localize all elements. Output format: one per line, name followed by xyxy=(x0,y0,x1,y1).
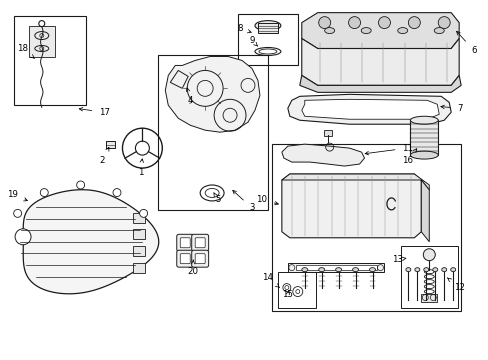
Circle shape xyxy=(348,17,360,28)
Text: 3: 3 xyxy=(232,190,254,212)
Text: 18: 18 xyxy=(17,44,34,58)
Text: 7: 7 xyxy=(440,104,462,113)
FancyBboxPatch shape xyxy=(191,234,208,251)
Ellipse shape xyxy=(254,21,280,31)
Bar xyxy=(133,263,144,273)
Ellipse shape xyxy=(405,268,410,272)
Polygon shape xyxy=(281,174,421,238)
Circle shape xyxy=(14,210,21,217)
FancyBboxPatch shape xyxy=(191,250,208,267)
FancyBboxPatch shape xyxy=(180,238,190,248)
Bar xyxy=(323,130,331,136)
Bar xyxy=(409,120,437,155)
Circle shape xyxy=(407,17,420,28)
Polygon shape xyxy=(165,57,260,132)
Text: 9: 9 xyxy=(249,36,257,46)
Polygon shape xyxy=(295,265,377,270)
Circle shape xyxy=(40,189,48,197)
FancyBboxPatch shape xyxy=(176,234,193,251)
Text: 10: 10 xyxy=(256,195,278,205)
Polygon shape xyxy=(299,75,460,92)
Bar xyxy=(238,14,297,66)
Text: 11: 11 xyxy=(365,144,412,155)
Text: 12: 12 xyxy=(447,278,464,292)
Text: 8: 8 xyxy=(237,24,251,33)
Polygon shape xyxy=(287,263,384,272)
Ellipse shape xyxy=(318,268,324,272)
FancyBboxPatch shape xyxy=(180,254,190,264)
Ellipse shape xyxy=(441,268,446,272)
Circle shape xyxy=(437,17,449,28)
Bar xyxy=(133,213,144,223)
Bar xyxy=(105,141,115,148)
Text: 17: 17 xyxy=(79,108,109,117)
Ellipse shape xyxy=(409,151,437,159)
Circle shape xyxy=(15,229,31,245)
Ellipse shape xyxy=(409,116,437,124)
Bar xyxy=(133,229,144,239)
Text: 20: 20 xyxy=(187,260,198,276)
Ellipse shape xyxy=(414,268,419,272)
Text: 5: 5 xyxy=(213,193,221,204)
Text: 13: 13 xyxy=(391,255,405,264)
Ellipse shape xyxy=(433,28,443,33)
Ellipse shape xyxy=(361,28,370,33)
Circle shape xyxy=(140,210,147,217)
Bar xyxy=(133,246,144,256)
FancyBboxPatch shape xyxy=(195,238,205,248)
Text: 4: 4 xyxy=(186,88,193,105)
Bar xyxy=(271,144,460,311)
Ellipse shape xyxy=(450,268,455,272)
Bar xyxy=(14,15,85,105)
Bar xyxy=(421,293,436,302)
Text: 6: 6 xyxy=(456,31,476,55)
Ellipse shape xyxy=(423,268,428,272)
Ellipse shape xyxy=(324,28,334,33)
Ellipse shape xyxy=(335,268,341,272)
Ellipse shape xyxy=(432,268,437,272)
Circle shape xyxy=(423,249,434,261)
Polygon shape xyxy=(281,174,428,190)
Text: 14: 14 xyxy=(262,273,279,288)
Text: 16: 16 xyxy=(401,149,416,165)
Text: 15: 15 xyxy=(282,290,293,299)
Polygon shape xyxy=(287,94,450,124)
FancyBboxPatch shape xyxy=(195,254,205,264)
Polygon shape xyxy=(301,39,458,85)
FancyBboxPatch shape xyxy=(176,250,193,267)
Polygon shape xyxy=(301,13,458,49)
Circle shape xyxy=(378,17,389,28)
Ellipse shape xyxy=(352,268,358,272)
Bar xyxy=(158,55,267,210)
Bar xyxy=(258,23,277,32)
Polygon shape xyxy=(281,144,364,166)
Ellipse shape xyxy=(301,268,307,272)
Circle shape xyxy=(318,17,330,28)
Circle shape xyxy=(113,189,121,197)
Bar xyxy=(29,26,55,58)
Circle shape xyxy=(77,181,84,189)
Ellipse shape xyxy=(397,28,407,33)
Ellipse shape xyxy=(369,268,375,272)
Polygon shape xyxy=(23,190,159,294)
Text: 19: 19 xyxy=(7,190,27,201)
Polygon shape xyxy=(301,99,438,119)
Bar xyxy=(401,246,457,307)
Bar xyxy=(277,272,315,307)
Polygon shape xyxy=(421,180,428,242)
Text: 2: 2 xyxy=(100,147,109,165)
Text: 1: 1 xyxy=(137,159,143,176)
